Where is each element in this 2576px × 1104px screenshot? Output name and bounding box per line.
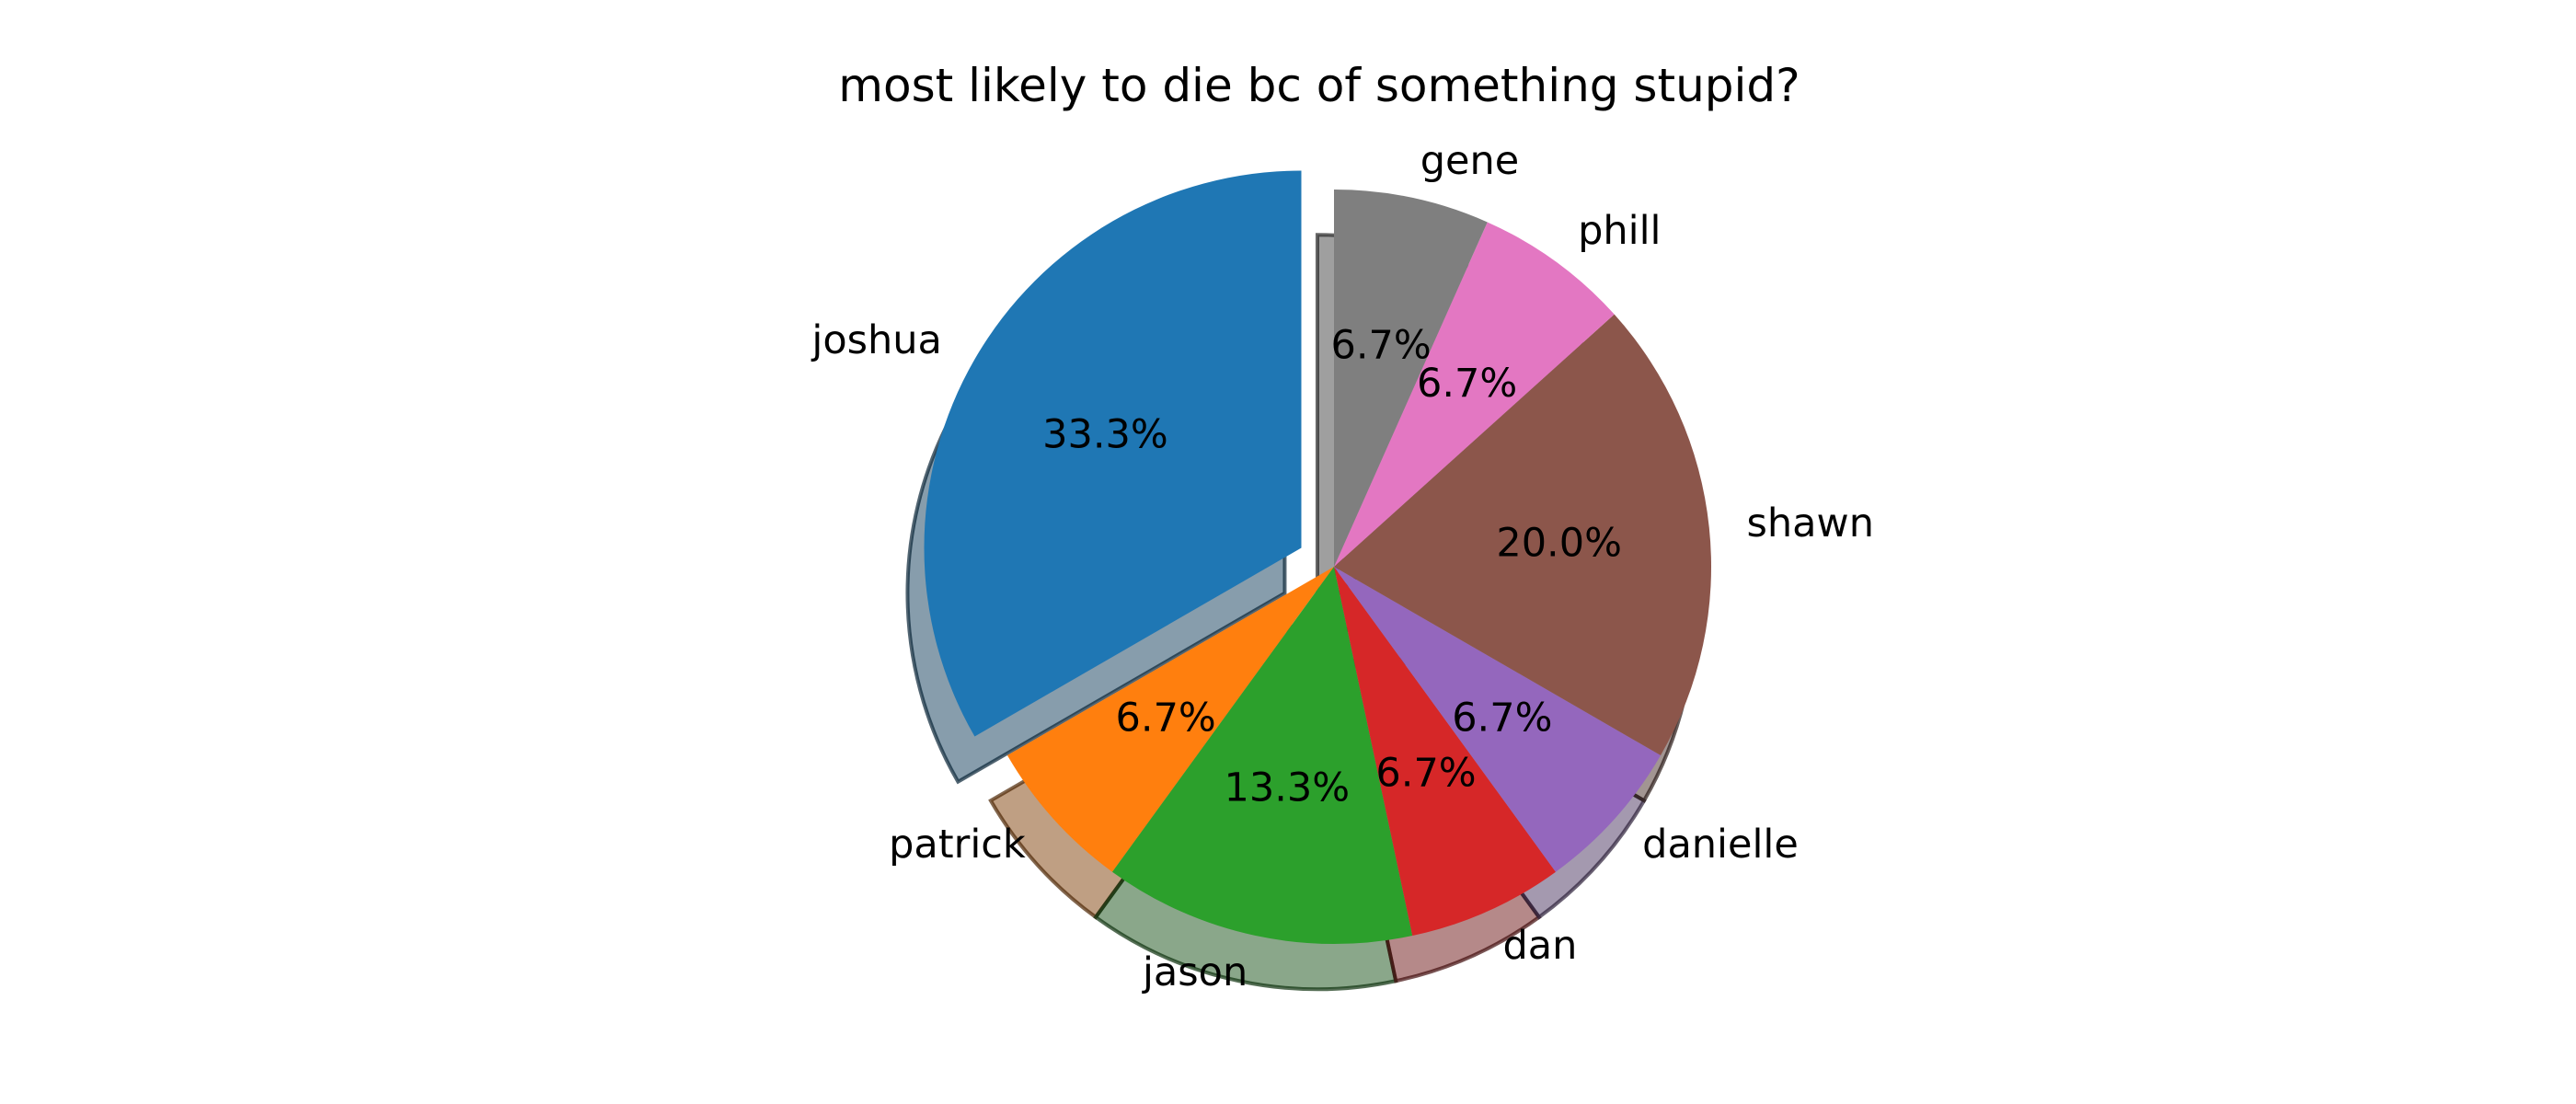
- slice-label-shawn: shawn: [1747, 500, 1874, 546]
- pct-label-joshua: 33.3%: [1042, 412, 1168, 458]
- pct-label-dan: 6.7%: [1375, 751, 1476, 797]
- slice-jason: [1112, 567, 1413, 944]
- slice-gene: [1334, 190, 1488, 567]
- slice-phill: [1334, 222, 1615, 568]
- chart-title: most likely to die bc of something stupi…: [838, 59, 1800, 112]
- slice-dan: [1334, 567, 1556, 937]
- slice-shawn: [1334, 314, 1711, 755]
- pct-label-gene: 6.7%: [1331, 322, 1432, 368]
- text-layer: joshua 33.3% patrick 6.7% jason 13.3% dan 6.7% d…: [811, 138, 1874, 995]
- pct-label-shawn: 20.0%: [1496, 520, 1622, 566]
- slice-label-dan: dan: [1502, 923, 1577, 969]
- slice-label-phill: phill: [1578, 208, 1661, 254]
- slice-joshua: [924, 170, 1302, 737]
- slice-label-danielle: danielle: [1642, 822, 1799, 868]
- slice-label-jason: jason: [1142, 949, 1248, 995]
- pct-label-jason: 13.3%: [1225, 765, 1351, 811]
- pct-label-patrick: 6.7%: [1116, 696, 1216, 742]
- slice-label-patrick: patrick: [889, 822, 1026, 868]
- pct-label-phill: 6.7%: [1417, 361, 1517, 407]
- slice-label-gene: gene: [1420, 138, 1519, 184]
- slice-danielle: [1334, 567, 1662, 872]
- slice-patrick: [1006, 567, 1334, 872]
- slice-layer: [924, 170, 1711, 944]
- pct-label-danielle: 6.7%: [1452, 696, 1552, 742]
- slice-label-joshua: joshua: [811, 317, 942, 363]
